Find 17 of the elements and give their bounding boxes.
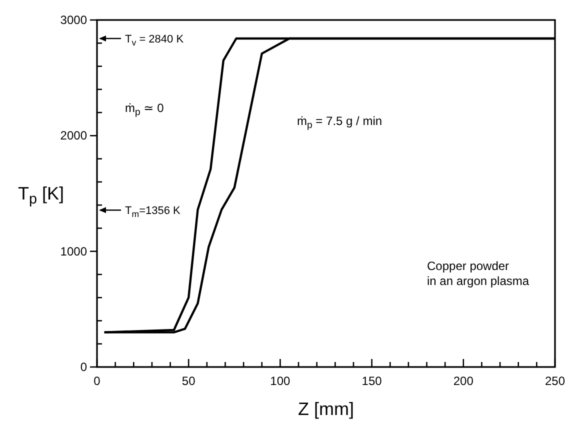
x-tick-label: 0 <box>94 374 101 388</box>
x-axis-title: Z [mm] <box>298 399 354 419</box>
x-tick-label: 200 <box>453 374 474 388</box>
x-tick-label: 50 <box>182 374 196 388</box>
y-tick-label: 0 <box>80 360 88 374</box>
ref-line-label: T$_{v}$ = 2840 K <box>125 34 184 48</box>
annotation: ṁ$_{p}$ = 7.5 g / min <box>297 114 382 131</box>
x-tick-label: 250 <box>544 374 566 388</box>
x-tick-label: 150 <box>362 374 382 388</box>
y-tick-label: 2000 <box>60 128 88 143</box>
annotation: ṁ$_{p}$ ≃ 0 <box>125 101 164 118</box>
x-tick-label: 100 <box>270 374 291 388</box>
annotation: Copper powder in an argon plasma <box>427 259 530 288</box>
y-tick-label: 1000 <box>60 244 88 258</box>
y-axis-title: T$_{p}$ [K] <box>18 184 64 208</box>
ref-line-label: T$_{m}$=1356 K <box>125 205 182 219</box>
y-tick-label: 3000 <box>60 13 88 27</box>
